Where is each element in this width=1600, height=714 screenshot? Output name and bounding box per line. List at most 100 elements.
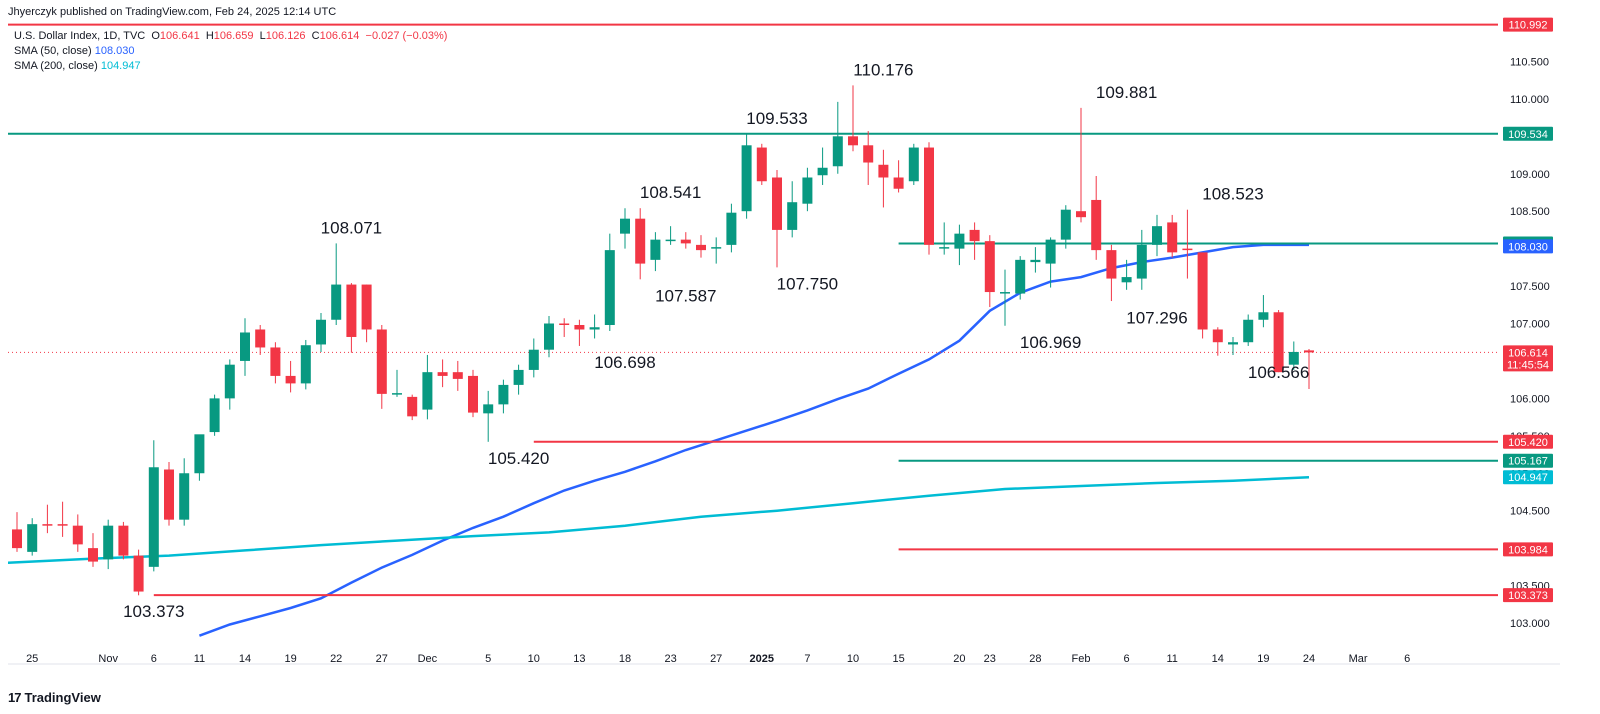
candle-body bbox=[787, 202, 798, 230]
time-tick-label: 10 bbox=[847, 653, 859, 665]
candle-body bbox=[756, 147, 767, 182]
candle-body bbox=[422, 372, 433, 410]
plot-area bbox=[8, 23, 1498, 637]
candle-body bbox=[316, 319, 326, 345]
candle-body bbox=[513, 369, 524, 385]
candle-body bbox=[1136, 244, 1147, 279]
candle-body bbox=[1212, 329, 1223, 343]
candle-body bbox=[954, 233, 965, 249]
candle-body bbox=[832, 136, 843, 167]
price-annotation: 110.176 bbox=[853, 61, 913, 80]
candle-body bbox=[42, 524, 53, 526]
price-annotation: 103.373 bbox=[123, 602, 184, 621]
candle-body bbox=[924, 147, 934, 245]
time-tick-label: 6 bbox=[1124, 653, 1130, 665]
candle-body bbox=[103, 525, 114, 560]
price-badge-label: 110.992 bbox=[1509, 20, 1548, 32]
legend-sma200-value: 104.947 bbox=[100, 60, 141, 72]
price-badge bbox=[1503, 542, 1553, 557]
price-annotation: 108.541 bbox=[640, 183, 701, 202]
candle-body bbox=[1288, 351, 1299, 365]
price-annotation: 107.750 bbox=[777, 274, 838, 293]
price-annotation: 105.420 bbox=[488, 449, 549, 468]
price-badge-countdown: 11:45:54 bbox=[1507, 359, 1549, 371]
price-badge bbox=[1503, 470, 1553, 485]
candle-body bbox=[331, 284, 342, 320]
candle-body bbox=[802, 177, 813, 204]
price-badge bbox=[1503, 126, 1553, 141]
candle-body bbox=[118, 525, 129, 556]
candle-body bbox=[878, 164, 889, 178]
candle-body bbox=[468, 375, 478, 413]
publish-header: Jhyerczyk published on TradingView.com, … bbox=[8, 6, 336, 18]
time-tick-label: 23 bbox=[984, 653, 996, 665]
candle-body bbox=[392, 393, 402, 395]
candle-body bbox=[452, 372, 463, 379]
legend-sma200-row[interactable]: SMA (200, close) 104.947 bbox=[14, 59, 447, 74]
legend-open: 106.641 bbox=[159, 30, 200, 42]
price-badge-label: 108.030 bbox=[1508, 241, 1548, 253]
candle-body bbox=[1091, 199, 1102, 251]
time-tick-label: 10 bbox=[528, 653, 540, 665]
candle-body bbox=[12, 529, 22, 549]
candle-body bbox=[589, 327, 600, 330]
candle-body bbox=[407, 396, 418, 417]
candle-body bbox=[164, 469, 174, 520]
candle-body bbox=[1045, 239, 1056, 264]
candle-body bbox=[376, 329, 387, 394]
candle-body bbox=[1000, 292, 1010, 294]
candle-body bbox=[1076, 211, 1086, 218]
tradingview-logo-icon: 17 bbox=[8, 690, 22, 705]
candle-body bbox=[300, 345, 311, 384]
candle-body bbox=[604, 250, 615, 325]
price-tick-label: 108.500 bbox=[1510, 206, 1550, 218]
candle-body bbox=[148, 467, 159, 567]
candle-body bbox=[1167, 222, 1178, 253]
candle-body bbox=[1273, 312, 1284, 373]
footer-brand: 17 TradingView bbox=[8, 690, 101, 705]
price-annotation: 109.881 bbox=[1096, 83, 1157, 102]
candle-body bbox=[1304, 350, 1314, 353]
price-annotation: 108.523 bbox=[1202, 184, 1263, 203]
time-tick-label: 14 bbox=[239, 653, 251, 665]
candle-body bbox=[863, 145, 874, 163]
legend-close: 106.614 bbox=[319, 30, 360, 42]
price-annotation: 106.566 bbox=[1248, 363, 1309, 382]
time-tick-label: 6 bbox=[1404, 653, 1410, 665]
candle-body bbox=[741, 145, 752, 212]
time-tick-label: 27 bbox=[376, 653, 388, 665]
chart-legend: U.S. Dollar Index, 1D, TVC O106.641 H106… bbox=[14, 29, 447, 74]
candle-body bbox=[559, 323, 570, 325]
sma-line bbox=[8, 475, 1310, 565]
candle-body bbox=[437, 372, 448, 376]
time-tick-label: 27 bbox=[710, 653, 722, 665]
price-badge bbox=[1503, 345, 1553, 372]
candle-body bbox=[544, 323, 554, 350]
candle-body bbox=[1228, 342, 1238, 345]
time-tick-label: Feb bbox=[1072, 653, 1091, 665]
time-tick-label: 2025 bbox=[750, 653, 774, 665]
price-badge-label: 106.614 bbox=[1508, 347, 1548, 359]
price-badge-label: 103.984 bbox=[1508, 544, 1548, 556]
candle-body bbox=[179, 473, 190, 520]
price-badge bbox=[1503, 453, 1553, 468]
price-badge bbox=[1503, 434, 1553, 449]
candle-body bbox=[817, 167, 828, 176]
publish-info: Jhyerczyk published on TradingView.com, … bbox=[8, 6, 337, 18]
brand-name: TradingView bbox=[24, 690, 101, 705]
candle-body bbox=[255, 329, 266, 348]
time-tick-label: 11 bbox=[194, 653, 205, 665]
candle-body bbox=[908, 147, 919, 182]
legend-sma50-row[interactable]: SMA (50, close) 108.030 bbox=[14, 44, 447, 59]
price-badge-label: 105.167 bbox=[1508, 456, 1548, 468]
candle-body bbox=[1121, 277, 1132, 283]
price-badge bbox=[1503, 17, 1553, 32]
candle-body bbox=[939, 247, 950, 249]
candle-body bbox=[528, 349, 539, 370]
candle-body bbox=[1015, 259, 1026, 294]
time-tick-label: 14 bbox=[1212, 653, 1224, 665]
candle-body bbox=[133, 555, 144, 592]
candle-body bbox=[270, 347, 281, 376]
time-tick-label: Dec bbox=[418, 653, 438, 665]
